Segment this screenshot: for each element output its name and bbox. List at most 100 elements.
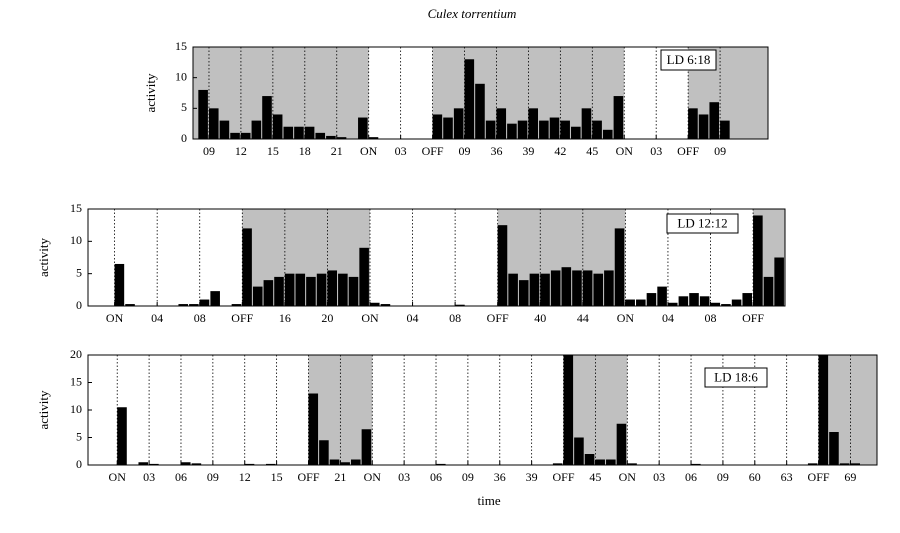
bar [348,276,359,306]
bar [274,276,284,306]
y-axis-label: activity [36,238,51,277]
x-tick-label: 04 [151,311,163,325]
bar [689,293,699,306]
bar [604,270,614,306]
bar [329,459,340,465]
x-tick-label: 40 [534,311,546,325]
bar [252,286,263,306]
x-tick-label: 09 [717,470,729,484]
y-axis-label: activity [143,73,158,112]
bar [359,247,369,306]
x-tick-label: 04 [662,311,674,325]
bar [709,102,720,139]
bar [593,273,604,306]
x-tick-label: OFF [808,470,830,484]
plot-area [116,355,877,465]
bar [614,228,625,306]
x-tick-label: 09 [207,470,219,484]
plot-frame [192,46,769,140]
bar [178,304,189,306]
x-tick-label: ON [616,144,634,158]
x-tick-label: 09 [714,144,726,158]
bar [138,462,149,465]
bar [361,429,372,465]
bar [581,108,592,139]
x-tick-label: OFF [422,144,444,158]
bar [496,108,507,139]
bar [549,117,560,139]
x-tick-label: 06 [175,470,187,484]
bar [720,120,730,139]
bar [244,463,255,465]
bar [688,108,698,139]
bar [667,302,678,306]
x-tick-label: 36 [490,144,502,158]
annotation-box [660,49,717,71]
bar [731,299,742,306]
y-tick-label: 20 [70,347,82,361]
bar [219,120,230,139]
bar [315,132,326,139]
x-tick-label: 45 [589,470,601,484]
x-tick-label: OFF [553,470,575,484]
x-tick-label: 15 [271,470,283,484]
x-tick-label: 03 [143,470,155,484]
plot-frame [87,208,786,307]
bar [336,137,347,139]
x-tick-label: ON [617,311,635,325]
x-tick-label: 06 [430,470,442,484]
bar [283,126,294,139]
bar [646,293,657,306]
annotation: LD 12:12 [677,215,727,230]
bar [606,459,616,465]
bar [230,132,240,139]
bar [807,463,818,465]
bar [180,462,191,465]
bar [721,304,731,306]
bar [561,267,572,306]
bar [358,117,368,139]
bar [563,355,574,465]
x-tick-label: 16 [279,311,291,325]
bar [616,423,627,465]
panel: ON 03 06 09 12 15 OFF 21 ON 03 06 09 36 39 OFF 45 ON 03 06… [36,347,878,508]
bar [582,270,593,306]
x-tick-label: OFF [231,311,253,325]
x-tick-label: 03 [650,144,662,158]
x-tick-label: 15 [267,144,279,158]
bar [380,304,391,306]
bar [117,407,127,465]
x-tick-label: 04 [407,311,419,325]
bar [529,273,540,306]
bar [763,276,774,306]
bar [369,302,380,306]
bar [263,280,274,306]
x-tick-label: 08 [705,311,717,325]
x-tick-label: 03 [653,470,665,484]
bar [265,463,276,465]
bar [540,273,550,306]
bar [818,355,829,465]
bar [251,120,262,139]
bar [574,437,584,465]
bar [774,257,784,306]
bar [572,270,582,306]
x-tick-label: 39 [526,470,538,484]
bar [304,126,315,139]
bar [149,463,159,465]
bar [595,459,605,465]
bar [368,137,379,139]
x-tick-label: 12 [235,144,247,158]
bar [742,293,753,306]
bar [497,225,508,306]
x-tick-label: 60 [749,470,761,484]
x-tick-label: OFF [742,311,764,325]
bar [698,114,709,139]
bar [613,96,624,139]
dark-period [818,355,877,465]
bar [189,304,199,306]
bar [691,463,701,465]
x-tick-label: 09 [459,144,471,158]
plot-area [114,209,785,306]
bar [839,463,850,465]
